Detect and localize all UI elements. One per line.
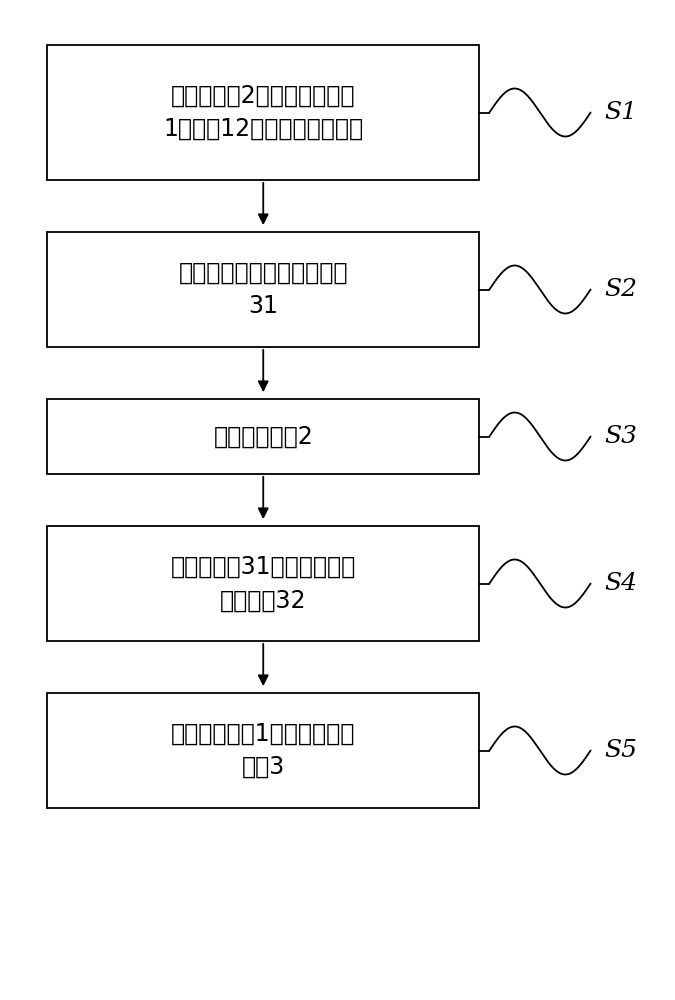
Bar: [47, 693, 479, 808]
Text: S3: S3: [604, 425, 637, 448]
Text: S2: S2: [604, 278, 637, 301]
Bar: [47, 526, 479, 641]
Text: 去除填充材料2: 去除填充材料2: [213, 425, 313, 449]
Text: 去除多孔基板1，获得薄膜晶
体管3: 去除多孔基板1，获得薄膜晶 体管3: [171, 722, 356, 779]
Text: S4: S4: [604, 572, 637, 595]
Text: 在承载基板上制备柔性膜层
31: 在承载基板上制备柔性膜层 31: [178, 261, 348, 318]
Bar: [47, 45, 479, 180]
Text: S5: S5: [604, 739, 637, 762]
Text: 将填充材料2填充至多孔基板
1的孔洞12中，获得承载基板: 将填充材料2填充至多孔基板 1的孔洞12中，获得承载基板: [163, 84, 363, 141]
Text: 在柔性膜层31上制备有机发
光二极管32: 在柔性膜层31上制备有机发 光二极管32: [171, 555, 356, 612]
Bar: [47, 399, 479, 474]
Text: S1: S1: [604, 101, 637, 124]
Bar: [47, 232, 479, 347]
